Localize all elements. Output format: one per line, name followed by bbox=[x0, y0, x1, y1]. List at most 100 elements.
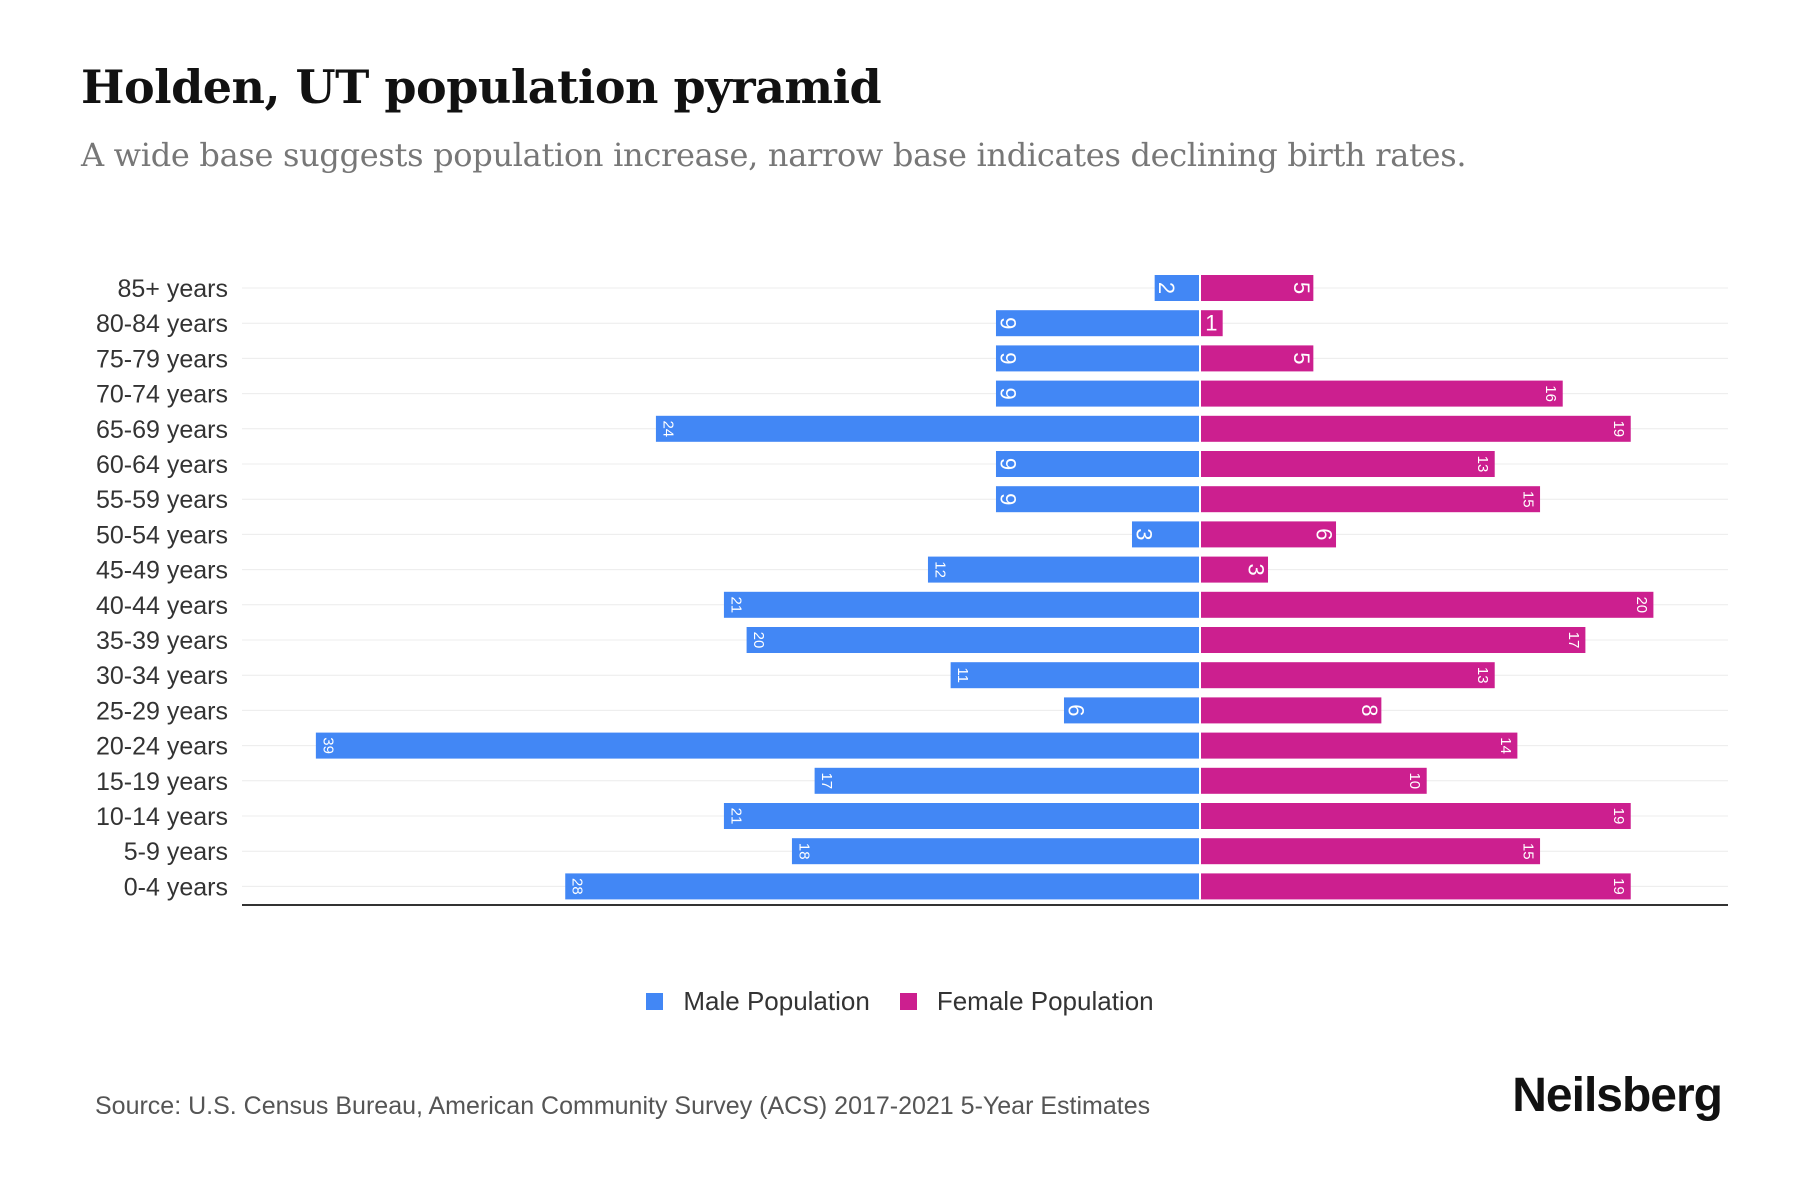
male-value-label: 24 bbox=[659, 420, 676, 437]
female-value-label: 15 bbox=[1520, 491, 1537, 508]
female-value-label: 15 bbox=[1520, 843, 1537, 860]
category-label: 5-9 years bbox=[124, 838, 228, 866]
male-value-label: 2 bbox=[1154, 282, 1179, 294]
male-value-label: 20 bbox=[750, 632, 767, 649]
male-value-label: 21 bbox=[727, 808, 744, 825]
brand-logo: Neilsberg bbox=[1512, 1069, 1723, 1122]
male-value-label: 12 bbox=[931, 561, 948, 578]
category-label: 20-24 years bbox=[96, 733, 228, 761]
male-bar bbox=[927, 556, 1200, 583]
legend-label-female: Female Population bbox=[936, 986, 1154, 1016]
male-value-label: 28 bbox=[569, 878, 586, 895]
female-value-label: 13 bbox=[1474, 667, 1491, 684]
female-value-label: 19 bbox=[1610, 808, 1627, 825]
male-bar bbox=[746, 627, 1200, 653]
male-bar bbox=[1131, 521, 1200, 548]
female-value-label: 5 bbox=[1289, 282, 1314, 294]
female-bar bbox=[1200, 873, 1631, 900]
male-value-label: 9 bbox=[995, 317, 1020, 329]
female-value-label: 16 bbox=[1542, 385, 1559, 402]
female-bar bbox=[1200, 345, 1314, 372]
male-value-label: 9 bbox=[995, 387, 1020, 399]
category-label: 25-29 years bbox=[96, 697, 228, 725]
female-value-label: 6 bbox=[1312, 528, 1337, 540]
female-value-label: 20 bbox=[1633, 596, 1650, 613]
male-value-label: 18 bbox=[795, 843, 812, 860]
legend-item-female[interactable]: Female Population bbox=[899, 986, 1154, 1017]
legend-swatch-female bbox=[899, 993, 917, 1010]
female-value-label: 5 bbox=[1289, 352, 1314, 364]
legend-swatch-male bbox=[646, 993, 664, 1010]
legend-item-male[interactable]: Male Population bbox=[646, 986, 870, 1017]
category-label: 60-64 years bbox=[96, 451, 228, 479]
male-value-label: 21 bbox=[727, 596, 744, 613]
male-value-label: 11 bbox=[954, 667, 971, 683]
category-label: 30-34 years bbox=[96, 662, 228, 690]
male-value-label: 9 bbox=[995, 352, 1020, 364]
male-bar bbox=[655, 415, 1200, 442]
female-bar bbox=[1200, 415, 1631, 442]
male-bar bbox=[1063, 697, 1200, 724]
female-bar bbox=[1200, 803, 1631, 829]
female-bar bbox=[1200, 556, 1269, 583]
category-label: 55-59 years bbox=[96, 486, 228, 514]
category-label: 15-19 years bbox=[96, 768, 228, 796]
male-bar bbox=[723, 803, 1200, 829]
category-label: 10-14 years bbox=[96, 803, 228, 831]
female-value-label: 1 bbox=[1205, 311, 1217, 336]
legend: Male Population Female Population bbox=[0, 986, 1800, 1017]
category-label: 50-54 years bbox=[96, 521, 228, 549]
legend-label-male: Male Population bbox=[683, 986, 870, 1016]
pyramid-chart: 85+ years 80-84 years 75-79 years 70-74 yea… bbox=[96, 275, 1728, 906]
male-bar bbox=[1154, 275, 1200, 301]
female-bar bbox=[1200, 662, 1495, 689]
category-label: 70-74 years bbox=[96, 381, 228, 409]
male-value-label: 9 bbox=[995, 493, 1020, 505]
male-value-label: 39 bbox=[319, 737, 336, 754]
male-value-label: 6 bbox=[1063, 704, 1088, 716]
female-bar bbox=[1200, 591, 1654, 618]
female-bar bbox=[1200, 627, 1586, 653]
female-bar bbox=[1200, 521, 1337, 548]
male-bar bbox=[995, 451, 1200, 477]
male-value-label: 17 bbox=[818, 772, 835, 789]
female-value-label: 8 bbox=[1357, 704, 1382, 716]
male-value-label: 3 bbox=[1131, 528, 1156, 540]
female-bar bbox=[1200, 275, 1314, 301]
category-label: 0-4 years bbox=[124, 873, 228, 901]
source-note: Source: U.S. Census Bureau, American Com… bbox=[95, 1092, 1151, 1120]
female-bar bbox=[1200, 732, 1518, 759]
female-bar bbox=[1200, 838, 1541, 865]
female-value-label: 19 bbox=[1610, 420, 1627, 437]
category-label: 75-79 years bbox=[96, 345, 228, 373]
category-label: 85+ years bbox=[118, 275, 229, 303]
male-value-label: 9 bbox=[995, 458, 1020, 470]
male-bar bbox=[791, 838, 1200, 865]
female-bar bbox=[1200, 767, 1427, 794]
female-bar bbox=[1200, 380, 1563, 407]
male-bar bbox=[995, 486, 1200, 513]
category-label: 45-49 years bbox=[96, 557, 228, 585]
female-bar bbox=[1200, 697, 1382, 724]
category-label: 65-69 years bbox=[96, 416, 228, 444]
chart-title: Holden, UT population pyramid bbox=[81, 60, 882, 114]
female-value-label: 13 bbox=[1474, 456, 1491, 473]
chart-subtitle: A wide base suggests population increase… bbox=[81, 136, 1467, 174]
male-bar bbox=[565, 873, 1200, 900]
male-bar bbox=[995, 310, 1200, 337]
female-bar bbox=[1200, 486, 1541, 513]
male-bar bbox=[995, 345, 1200, 372]
male-bar bbox=[995, 380, 1200, 407]
female-bar bbox=[1200, 451, 1495, 477]
category-label: 35-39 years bbox=[96, 627, 228, 655]
female-value-label: 3 bbox=[1244, 563, 1269, 575]
female-value-label: 10 bbox=[1406, 772, 1423, 789]
female-bar bbox=[1200, 310, 1223, 337]
male-bar bbox=[315, 732, 1200, 759]
female-value-label: 14 bbox=[1497, 737, 1514, 754]
female-value-label: 19 bbox=[1610, 878, 1627, 895]
male-bar bbox=[814, 767, 1200, 794]
male-bar bbox=[723, 591, 1200, 618]
category-label: 40-44 years bbox=[96, 592, 228, 620]
